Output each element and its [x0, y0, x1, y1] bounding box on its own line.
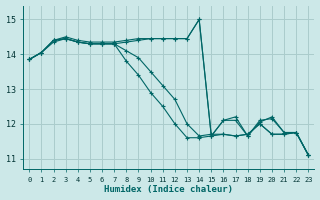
X-axis label: Humidex (Indice chaleur): Humidex (Indice chaleur) [104, 185, 233, 194]
